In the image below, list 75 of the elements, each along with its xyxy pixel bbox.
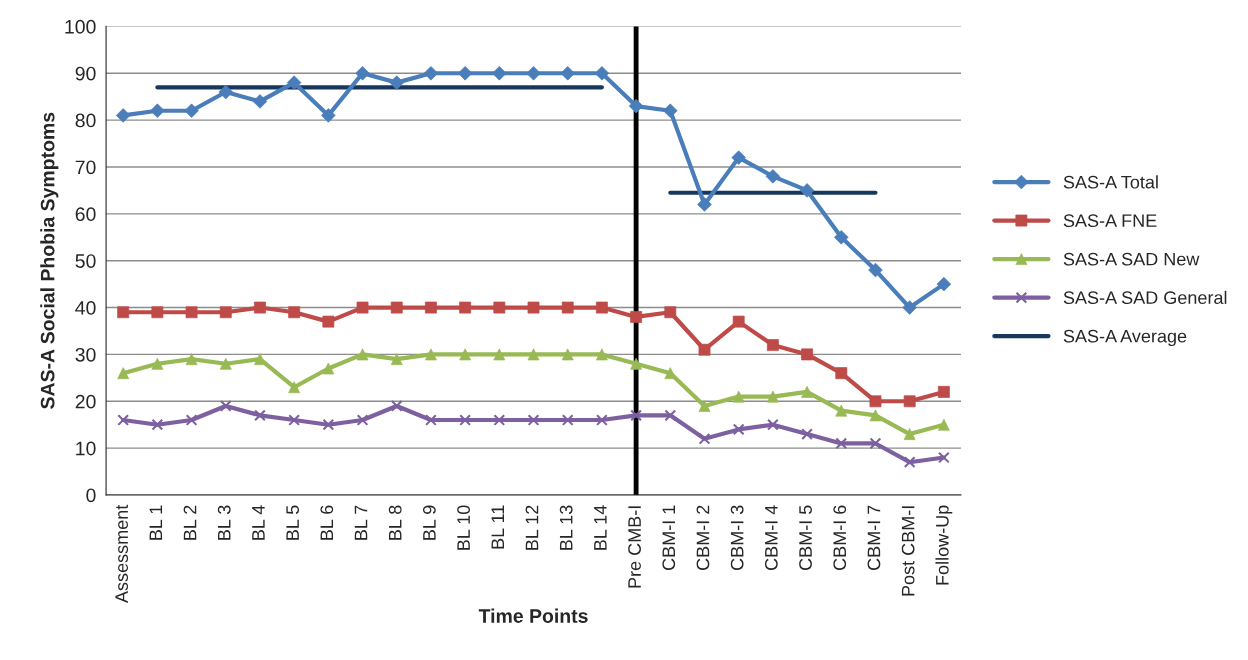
x-tick-label: CBM-I 3 — [730, 505, 744, 571]
point — [254, 409, 266, 422]
x-tick-label: BL 13 — [559, 505, 573, 550]
point — [698, 400, 711, 412]
point — [801, 428, 813, 440]
y-tick-label: 0 — [86, 488, 96, 503]
x-tick-label: CBM-I 5 — [799, 505, 812, 571]
point — [219, 400, 232, 412]
x-tick-label: BL 14 — [594, 505, 607, 550]
point — [286, 75, 302, 90]
y-tick-label: 70 — [75, 160, 96, 175]
point — [596, 414, 608, 426]
x-tick-label: Assessment — [115, 504, 129, 604]
x-tick-label: BL 7 — [354, 505, 368, 540]
point — [732, 423, 745, 436]
x-tick-label: BL 8 — [388, 505, 402, 540]
legend-label: SAS-A SAD General — [1063, 290, 1227, 305]
y-axis-title: SAS-A Social Phobia Symptoms — [40, 112, 59, 409]
x-tick-label: Pre CMB-I — [628, 506, 641, 588]
point — [903, 456, 916, 469]
y-tick-label: 90 — [75, 66, 96, 81]
y-tick-label: 80 — [75, 113, 96, 128]
point — [835, 437, 848, 450]
point — [493, 414, 506, 426]
y-tick-label: 10 — [76, 441, 96, 456]
x-tick-label: BL 5 — [286, 505, 299, 540]
point — [115, 108, 131, 123]
x-tick-label: BL 3 — [217, 505, 231, 540]
point — [151, 418, 164, 431]
point — [185, 414, 198, 426]
point — [356, 414, 369, 426]
x-tick-label: BL 10 — [457, 505, 470, 550]
point — [527, 414, 540, 426]
y-tick-label: 30 — [75, 347, 96, 362]
legend-label: SAS-A FNE — [1063, 214, 1157, 228]
x-axis-title: Time Points — [478, 608, 588, 623]
point — [288, 414, 301, 426]
x-tick-label: CBM-I 6 — [833, 505, 847, 571]
point — [459, 414, 472, 426]
point — [425, 414, 437, 426]
legend-label: SAS-A SAD New — [1063, 252, 1200, 266]
x-tick-label: CBM-I 4 — [764, 505, 778, 571]
x-tick-label: BL 4 — [252, 505, 265, 540]
point — [117, 414, 130, 426]
y-tick-label: 100 — [65, 19, 96, 34]
x-tick-label: CBM-I 1 — [662, 505, 676, 571]
point — [561, 414, 574, 426]
point — [698, 432, 711, 445]
x-tick-label: BL 6 — [320, 505, 334, 540]
x-tick-label: Post CBM-I — [901, 506, 915, 596]
point — [868, 262, 883, 278]
x-tick-label: BL 12 — [525, 505, 539, 550]
point — [390, 400, 403, 412]
x-tick-label: CBM-I 2 — [696, 505, 710, 571]
y-tick-label: 40 — [75, 301, 96, 315]
x-tick-label: BL 1 — [149, 505, 163, 540]
y-tick-label: 50 — [75, 254, 96, 268]
point — [664, 409, 677, 422]
x-tick-label: Follow-Up — [935, 505, 953, 585]
y-tick-label: 20 — [75, 394, 96, 409]
legend-label: SAS-A Total — [1063, 175, 1158, 189]
x-tick-label: CBM-I 7 — [867, 505, 881, 571]
point — [937, 451, 950, 464]
point — [630, 409, 643, 422]
point — [252, 94, 268, 109]
point — [869, 437, 882, 450]
point — [322, 418, 335, 431]
legend-label: SAS-A Average — [1063, 329, 1187, 347]
x-tick-label: BL 2 — [183, 505, 197, 540]
x-tick-label: BL 11 — [491, 505, 504, 549]
x-tick-label: BL 9 — [423, 505, 436, 540]
point — [766, 418, 779, 431]
y-tick-label: 60 — [75, 207, 96, 222]
point — [218, 84, 233, 100]
point — [766, 339, 779, 351]
